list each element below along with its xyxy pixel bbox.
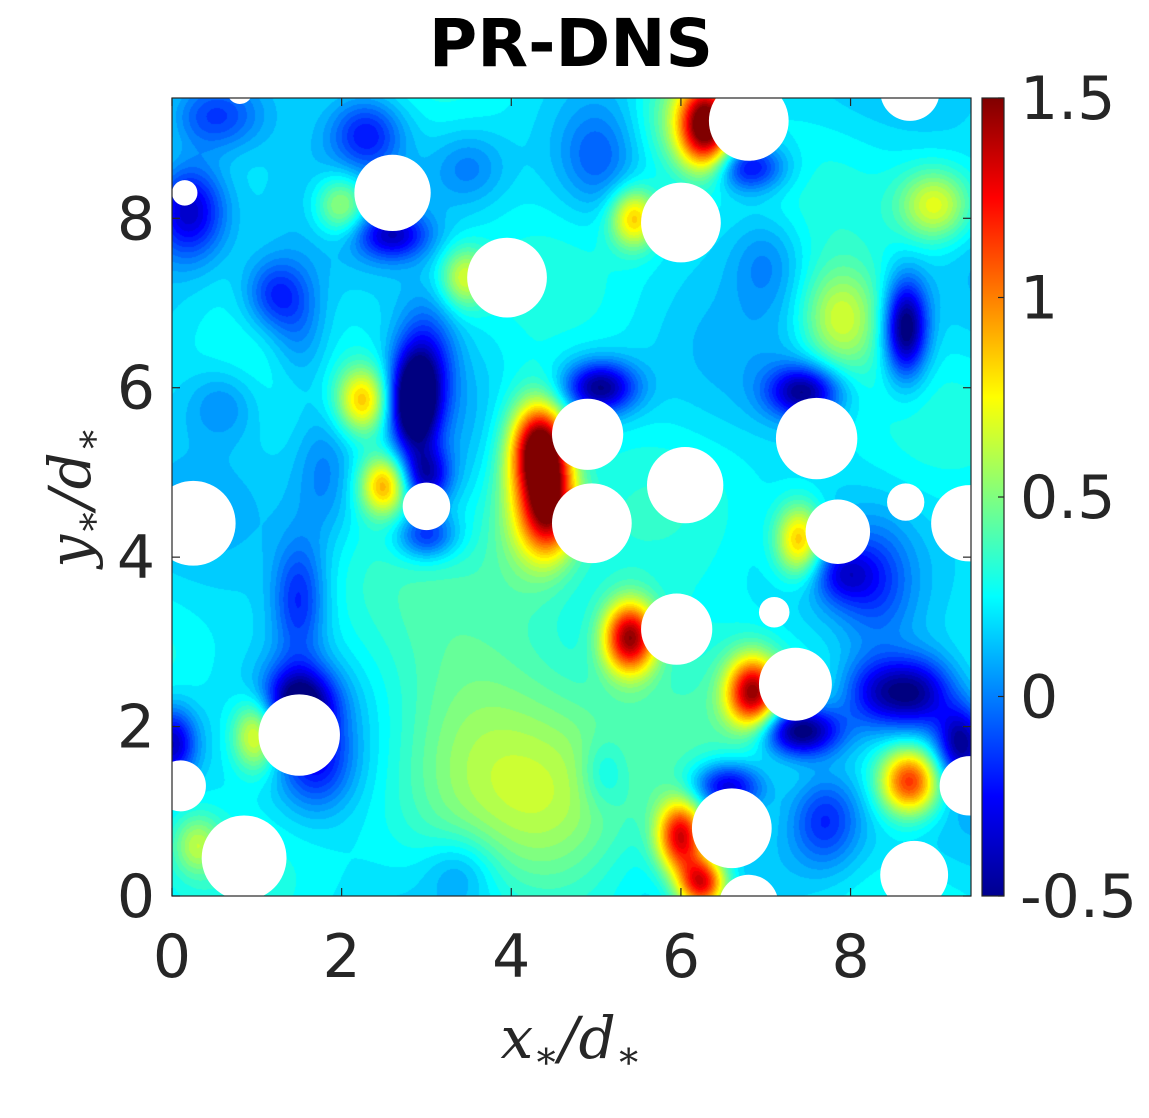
x-axis-label: x∗/d∗ <box>500 1004 641 1077</box>
particle-7 <box>551 398 624 470</box>
colorbar-tick-label: -0.5 <box>1020 862 1137 932</box>
y-tick-label: 6 <box>117 354 155 424</box>
particle-1 <box>172 180 198 206</box>
particle-2 <box>354 154 431 232</box>
plot-frame <box>171 97 972 897</box>
particle-24 <box>880 840 949 896</box>
plot-area <box>171 97 972 897</box>
x-axis-label-sub: ∗ <box>533 1033 559 1077</box>
y-axis: 0 2 4 6 8 <box>117 184 971 932</box>
particle-11 <box>646 446 724 524</box>
particle-3 <box>467 237 547 318</box>
particle-layer <box>172 98 971 896</box>
x-axis-label-den-sub: ∗ <box>616 1033 642 1077</box>
y-axis-label: y∗/d∗ <box>36 426 109 570</box>
colorbar-tick-label: 1.5 <box>1020 64 1115 134</box>
svg-text:x∗/d∗: x∗/d∗ <box>500 1004 641 1077</box>
x-tick-label: 0 <box>153 922 191 992</box>
particle-16 <box>758 596 790 628</box>
y-axis-label-den: d <box>36 452 104 489</box>
x-tick-label: 2 <box>323 922 361 992</box>
colorbar-tick-label: 0.5 <box>1020 463 1115 533</box>
particle-5 <box>708 98 789 161</box>
y-tick-label: 8 <box>117 184 155 254</box>
particle-15 <box>931 485 971 562</box>
particle-22 <box>691 788 772 869</box>
colorbar-tick-label: 1 <box>1020 264 1058 334</box>
x-axis-label-main: x <box>500 1004 533 1072</box>
particle-0 <box>229 98 251 104</box>
particle-20 <box>172 760 206 812</box>
y-tick-label: 4 <box>117 523 155 593</box>
particle-12 <box>551 483 632 564</box>
particle-17 <box>641 593 713 665</box>
particle-10 <box>402 482 451 531</box>
particle-25 <box>720 874 778 896</box>
colorbar: 1.5 1 0.5 0 -0.5 <box>981 64 1137 932</box>
x-tick-label: 6 <box>662 922 700 992</box>
x-axis: 0 2 4 6 8 <box>153 98 870 992</box>
x-axis-label-den: d <box>579 1004 616 1072</box>
svg-text:y∗/d∗: y∗/d∗ <box>36 426 109 570</box>
particle-8 <box>775 397 858 480</box>
colorbar-tick-label: 0 <box>1020 663 1058 733</box>
colorbar-ticks: 1.5 1 0.5 0 -0.5 <box>998 64 1137 932</box>
particle-9 <box>172 480 236 566</box>
particle-23 <box>201 815 287 896</box>
y-axis-label-sub: ∗ <box>65 509 109 535</box>
particle-19 <box>258 694 340 776</box>
y-tick-label: 2 <box>117 693 155 763</box>
x-tick-label: 8 <box>831 922 869 992</box>
y-axis-label-main: y <box>36 534 104 571</box>
chart-title: PR-DNS <box>429 5 713 82</box>
x-tick-label: 4 <box>492 922 530 992</box>
particle-6 <box>881 98 939 121</box>
particle-21 <box>939 756 971 816</box>
particle-14 <box>887 483 925 521</box>
particle-4 <box>641 182 721 263</box>
y-axis-label-den-sub: ∗ <box>65 426 109 452</box>
y-tick-label: 0 <box>117 862 155 932</box>
particle-18 <box>758 647 832 721</box>
particle-13 <box>805 499 871 564</box>
